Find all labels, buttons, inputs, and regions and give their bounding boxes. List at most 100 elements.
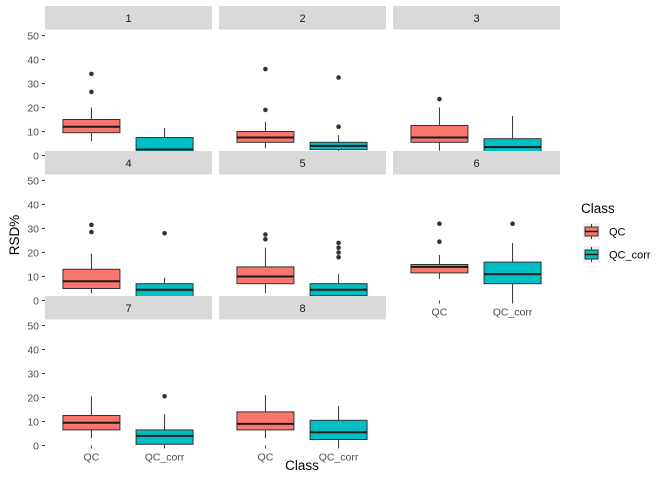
facet-strip-label: 6 [473, 158, 479, 170]
facet-strip [45, 6, 212, 30]
y-tick-label: 30 [27, 369, 39, 381]
iqr-box [135, 137, 194, 154]
outlier-point [89, 229, 94, 235]
iqr-box [483, 261, 542, 285]
y-tick-label: 40 [27, 200, 39, 212]
legend-key-QC [583, 223, 600, 240]
box-QC_corr [309, 75, 368, 154]
box-QC [410, 221, 469, 279]
box-QC [236, 66, 295, 149]
y-tick-label: 0 [33, 151, 39, 163]
outlier-point [437, 239, 442, 244]
iqr-box [135, 283, 194, 299]
facet-strip [393, 151, 560, 175]
iqr-box [62, 268, 121, 289]
facet-panel-6: 6 QC QC_corr [393, 151, 560, 319]
facet-panel-5: 5 [219, 151, 386, 301]
iqr-box [236, 411, 295, 431]
outlier-point [336, 254, 341, 260]
facet-strip-label: 1 [125, 13, 131, 25]
facet-panel-8: 8 QC QC_corr [219, 296, 386, 464]
y-tick-label: 0 [33, 296, 39, 308]
legend-label: QC [609, 227, 626, 239]
outlier-point [89, 71, 94, 77]
facet-strip [219, 6, 386, 30]
outlier-point [263, 237, 268, 242]
x-tick-label: QC_corr [493, 307, 533, 319]
outlier-point [263, 232, 268, 237]
outlier-point [336, 124, 341, 129]
box-QC_corr [483, 221, 542, 301]
outlier-point [89, 89, 94, 95]
facet-strip [219, 151, 386, 175]
y-tick-label: 50 [27, 176, 39, 188]
y-tick-label: 20 [27, 248, 39, 260]
box-QC [62, 222, 121, 294]
box-QC [410, 96, 469, 151]
box-QC_corr [309, 405, 368, 446]
outlier-point [162, 231, 167, 236]
facet-strip-label: 5 [299, 158, 305, 170]
facet-strip [219, 296, 386, 320]
iqr-box [135, 429, 194, 445]
iqr-box [410, 264, 469, 274]
y-tick-label: 10 [27, 417, 39, 429]
facet-strip-label: 2 [299, 13, 305, 25]
x-tick-label: QC_corr [145, 452, 185, 464]
facet-strip-label: 4 [125, 158, 131, 170]
outlier-point [437, 96, 442, 102]
outlier-point [263, 107, 268, 113]
y-tick-label: 40 [27, 55, 39, 67]
x-tick-label: QC_corr [319, 452, 359, 464]
box-QC [62, 396, 121, 439]
outlier-point [89, 222, 94, 228]
x-tick-label: QC [432, 307, 448, 319]
box-QC [62, 71, 121, 142]
y-tick-label: 10 [27, 272, 39, 284]
outlier-point [336, 245, 341, 250]
y-tick-label: 50 [27, 31, 39, 43]
legend-title: Class [581, 201, 615, 216]
x-tick-label: QC [258, 452, 274, 464]
facet-strip [45, 296, 212, 320]
box-QC [236, 395, 295, 439]
box-QC_corr [309, 240, 368, 301]
outlier-point [162, 394, 167, 399]
outlier-point [263, 66, 268, 72]
facet-strip [393, 6, 560, 30]
facet-strip [45, 151, 212, 175]
outlier-point [336, 75, 341, 80]
y-tick-label: 20 [27, 103, 39, 115]
y-tick-label: 10 [27, 127, 39, 139]
facet-panel-2: 2 [219, 6, 386, 154]
y-tick-label: 0 [33, 441, 39, 453]
facet-panel-7: 7 0 10 20 30 40 50 QC QC_corr [27, 296, 212, 464]
outlier-point [437, 221, 442, 226]
iqr-box [236, 266, 295, 285]
legend-key-QC_corr [583, 246, 600, 263]
box-QC_corr [135, 127, 194, 156]
facet-panel-3: 3 [393, 6, 560, 156]
box-QC_corr [483, 115, 542, 156]
y-tick-label: 30 [27, 224, 39, 236]
legend: Class QC QC_corr [581, 201, 651, 263]
box-QC [236, 232, 295, 294]
y-tick-label: 20 [27, 393, 39, 405]
facet-strip-label: 3 [473, 13, 479, 25]
facet-strip-label: 7 [125, 303, 131, 315]
x-tick-label: QC [84, 452, 100, 464]
x-axis-title: Class [285, 458, 319, 473]
outlier-point [336, 240, 341, 246]
y-tick-label: 40 [27, 345, 39, 357]
outlier-point [510, 221, 515, 226]
y-tick-label: 50 [27, 321, 39, 333]
box-QC_corr [135, 231, 194, 301]
legend-label: QC_corr [609, 250, 651, 262]
y-tick-label: 30 [27, 79, 39, 91]
iqr-box [410, 125, 469, 143]
facet-strip-label: 8 [299, 303, 305, 315]
box-QC_corr [135, 394, 194, 446]
